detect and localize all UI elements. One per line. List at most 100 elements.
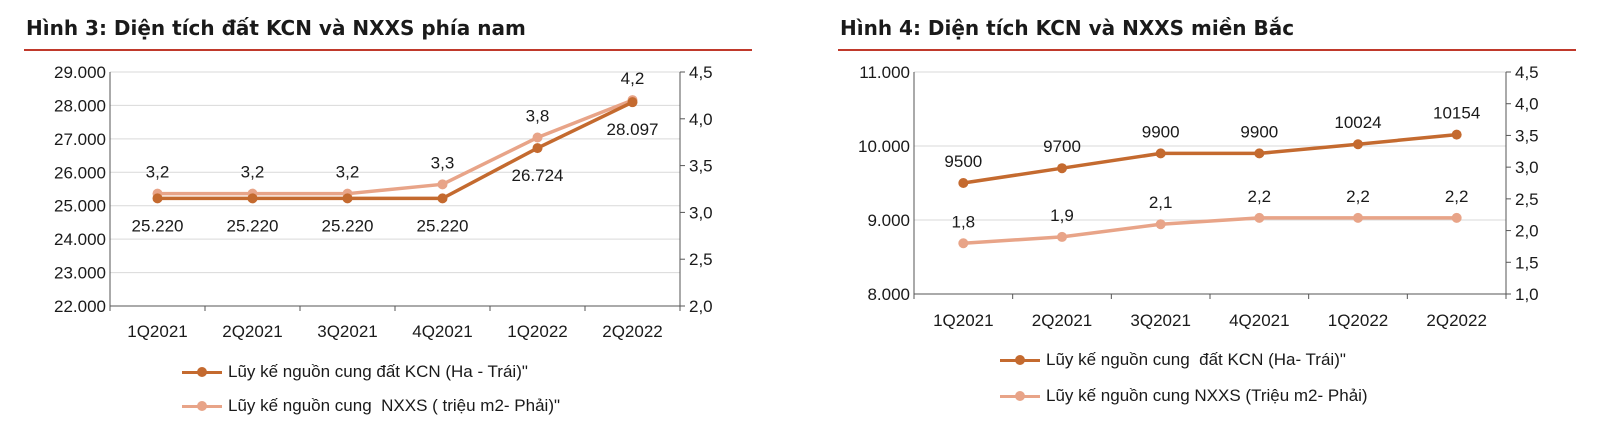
legend-item-factory: Lũy kế nguồn cung NXXS ( triệu m2- Phải)… <box>182 394 560 418</box>
data-point <box>532 132 543 143</box>
x-tick-label: 1Q2021 <box>933 311 994 330</box>
y-left-tick-label: 25.000 <box>54 197 106 216</box>
y-right-tick-label: 2,0 <box>1515 222 1539 241</box>
data-label: 3,8 <box>526 107 550 126</box>
x-tick-label: 3Q2021 <box>1130 311 1191 330</box>
series-line <box>157 100 634 201</box>
legend-swatch-factory <box>1000 384 1040 408</box>
data-label: 9700 <box>1043 137 1081 156</box>
data-point <box>1353 139 1363 150</box>
x-tick-label: 4Q2021 <box>1229 311 1290 330</box>
legend-item-land: Lũy kế nguồn cung đất KCN (Ha- Trái)" <box>1000 348 1346 372</box>
data-point <box>1353 212 1363 223</box>
data-point <box>152 193 163 204</box>
data-label: 28.097 <box>607 120 659 139</box>
data-point <box>1451 129 1462 140</box>
data-point <box>342 193 353 204</box>
data-label: 2,2 <box>1248 187 1272 206</box>
data-point <box>1155 219 1166 230</box>
data-label: 2,1 <box>1149 193 1173 212</box>
legend-item-factory: Lũy kế nguồn cung NXXS (Triệu m2- Phải) <box>1000 384 1368 408</box>
legend-label-land: Lũy kế nguồn cung đất KCN (Ha- Trái)" <box>1046 350 1346 369</box>
data-label: 3,2 <box>146 163 170 182</box>
data-label: 10024 <box>1334 113 1381 132</box>
y-right-tick-label: 3,5 <box>1515 126 1539 145</box>
data-point <box>1254 148 1265 159</box>
series-line <box>963 216 1457 246</box>
legend-label-land: Lũy kế nguồn cung đất KCN (Ha - Trái)" <box>228 362 528 381</box>
legend-label-factory: Lũy kế nguồn cung NXXS (Triệu m2- Phải) <box>1046 386 1368 405</box>
y-left-tick-label: 22.000 <box>54 297 106 316</box>
x-tick-label: 2Q2021 <box>1032 311 1093 330</box>
chart-title: Hình 3: Diện tích đất KCN và NXXS phía n… <box>26 16 526 40</box>
data-label: 4,2 <box>621 69 645 88</box>
chart-panel-south: Hình 3: Diện tích đất KCN và NXXS phía n… <box>24 0 784 434</box>
y-right-tick-label: 4,0 <box>1515 95 1539 114</box>
data-label: 1,8 <box>952 212 976 231</box>
x-tick-label: 1Q2021 <box>127 322 188 341</box>
legend-swatch-factory <box>182 394 222 418</box>
y-left-tick-label: 26.000 <box>54 163 106 182</box>
x-tick-label: 1Q2022 <box>507 322 568 341</box>
y-right-tick-label: 3,0 <box>1515 158 1539 177</box>
legend-swatch-land <box>1000 348 1040 372</box>
y-left-tick-label: 8.000 <box>867 285 910 304</box>
data-point <box>627 97 638 108</box>
y-right-tick-label: 1,0 <box>1515 285 1539 304</box>
y-left-tick-label: 11.000 <box>859 63 910 82</box>
data-label: 10154 <box>1433 104 1480 123</box>
y-right-tick-label: 1,5 <box>1515 253 1539 272</box>
y-right-tick-label: 2,0 <box>689 297 713 316</box>
y-left-tick-label: 23.000 <box>54 264 106 283</box>
data-label: 25.220 <box>227 216 279 235</box>
data-label: 25.220 <box>417 216 469 235</box>
y-left-tick-label: 10.000 <box>858 137 910 156</box>
y-right-tick-label: 3,5 <box>689 157 713 176</box>
y-right-tick-label: 2,5 <box>689 250 713 269</box>
y-left-tick-label: 27.000 <box>54 130 106 149</box>
series-line <box>157 98 634 196</box>
data-label: 25.220 <box>322 216 374 235</box>
data-point <box>1451 212 1462 223</box>
data-point <box>958 178 969 188</box>
x-tick-label: 2Q2022 <box>602 322 663 341</box>
chart-title: Hình 4: Diện tích KCN và NXXS miền Bắc <box>840 16 1295 40</box>
y-left-tick-label: 24.000 <box>54 230 106 249</box>
data-point <box>532 143 543 154</box>
y-right-tick-label: 4,0 <box>689 110 713 129</box>
data-label: 25.220 <box>132 216 184 235</box>
data-label: 2,2 <box>1346 187 1370 206</box>
data-label: 26.724 <box>512 166 564 185</box>
legend-label-factory: Lũy kế nguồn cung NXXS ( triệu m2- Phải)… <box>228 396 561 415</box>
data-point <box>1057 163 1067 174</box>
y-left-tick-label: 28.000 <box>54 96 106 115</box>
data-label: 9500 <box>944 152 982 171</box>
y-right-tick-label: 4,5 <box>689 63 713 82</box>
legend-swatch-land <box>182 360 222 384</box>
line-chart-south: 22.000 23.000 24.000 25.000 26.000 27.000 28.0… <box>54 63 713 341</box>
y-right-tick-label: 4,5 <box>1515 63 1539 82</box>
data-label: 1,9 <box>1050 206 1074 225</box>
data-label: 3,2 <box>241 163 265 182</box>
y-right-tick-label: 2,5 <box>1515 190 1539 209</box>
series-line <box>963 132 1457 185</box>
title-divider <box>838 49 1576 51</box>
data-label: 9900 <box>1240 122 1278 141</box>
x-tick-label: 2Q2021 <box>222 322 283 341</box>
data-label: 3,2 <box>336 163 360 182</box>
x-tick-label: 1Q2022 <box>1328 311 1389 330</box>
data-point <box>247 193 258 204</box>
line-chart-north: 8.000 9.000 10.000 11.000 1,0 1,5 2,0 2,5 3,0 3,5… <box>858 63 1539 330</box>
data-point <box>1155 148 1166 159</box>
data-point <box>958 238 969 249</box>
x-tick-label: 2Q2022 <box>1426 311 1487 330</box>
title-divider <box>24 49 752 51</box>
data-point <box>1254 212 1265 223</box>
data-point <box>437 193 448 204</box>
data-label: 2,2 <box>1445 187 1469 206</box>
data-label: 9900 <box>1142 122 1180 141</box>
data-point <box>437 179 448 190</box>
legend-item-land: Lũy kế nguồn cung đất KCN (Ha - Trái)" <box>182 360 528 384</box>
y-left-tick-label: 29.000 <box>54 63 106 82</box>
y-left-tick-label: 9.000 <box>867 211 910 230</box>
